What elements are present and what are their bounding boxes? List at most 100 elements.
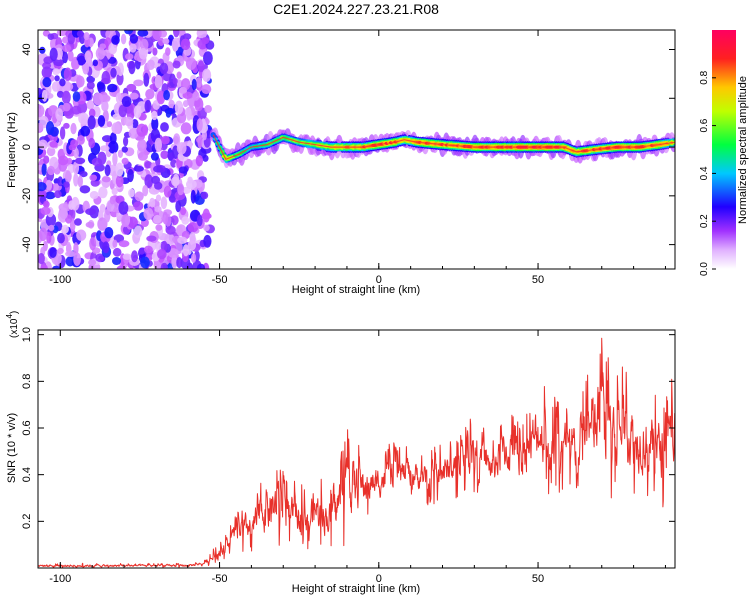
heatmap-cell (115, 162, 124, 177)
heatmap-cell (153, 165, 164, 173)
heatmap-cell (159, 62, 169, 75)
heatmap-cell (156, 90, 166, 105)
heatmap-cell (101, 176, 111, 183)
heatmap-cell (112, 239, 118, 248)
heatmap-cell (71, 105, 82, 115)
heatmap-cell (65, 256, 75, 267)
heatmap-cell (115, 92, 122, 104)
heatmap-cell (154, 181, 163, 190)
heatmap-cell (59, 78, 66, 87)
heatmap-cell (154, 137, 162, 152)
heatmap-cell (149, 197, 156, 208)
heatmap-cell (201, 37, 210, 45)
heatmap-cell (57, 247, 64, 255)
heatmap-cell (61, 90, 71, 104)
heatmap-cell (57, 176, 63, 187)
heatmap-cell (155, 224, 163, 231)
heatmap-cell (54, 190, 62, 199)
heatmap-cell (57, 232, 65, 244)
heatmap-cell (143, 72, 150, 87)
heatmap-cell (133, 79, 144, 87)
heatmap-cell (89, 237, 97, 251)
snr-x-axis-label: Height of straight line (km) (292, 583, 420, 595)
heatmap-cell (128, 188, 135, 198)
heatmap-cell (108, 140, 119, 154)
heatmap-cell (171, 176, 180, 187)
heatmap-cell (137, 30, 149, 37)
heatmap-cell (174, 100, 184, 115)
heatmap-cell (59, 126, 66, 140)
heatmap-cell (196, 263, 206, 269)
heatmap-cell (47, 165, 55, 176)
snr-y-tick-label: 1.0 (21, 327, 33, 342)
spectrogram-x-tick-label: -100 (49, 274, 71, 286)
heatmap-cell (99, 203, 106, 213)
heatmap-cell (52, 265, 61, 269)
heatmap-cell (66, 241, 72, 255)
heatmap-cell (82, 62, 90, 75)
heatmap-cell (38, 104, 45, 118)
snr-frame (37, 329, 676, 569)
heatmap-cell (118, 201, 129, 215)
heatmap-cell (56, 30, 68, 37)
heatmap-cell (112, 152, 118, 166)
heatmap-cell (172, 60, 181, 69)
heatmap-cell (70, 122, 77, 135)
snr-ticks: -100 -50 0 50 0.2 0.4 0.6 0.8 1.0 (21, 327, 675, 585)
heatmap-cell (202, 208, 211, 223)
heatmap-cell (146, 59, 155, 71)
heatmap-cell (76, 135, 85, 145)
colorbar-tick-label: 0.4 (699, 166, 710, 180)
heatmap-cell (63, 122, 70, 129)
heatmap-cell (75, 157, 86, 165)
heatmap-cell (87, 115, 96, 130)
heatmap-cell (137, 139, 147, 153)
heatmap-cell (160, 196, 168, 210)
heatmap-cell (67, 50, 74, 62)
heatmap-cell (144, 174, 153, 189)
snr-y-tick-label: 0.6 (21, 420, 33, 435)
heatmap-cell (176, 257, 183, 269)
heatmap-cell (195, 155, 204, 167)
heatmap-cell (201, 84, 212, 95)
heatmap-cell (61, 224, 69, 234)
heatmap-cell (143, 207, 154, 220)
heatmap-cell (123, 116, 134, 127)
heatmap-cell (163, 185, 172, 198)
heatmap-cell (100, 145, 110, 152)
heatmap-cell (112, 247, 122, 257)
heatmap-cell (109, 195, 116, 205)
heatmap-cell (42, 77, 52, 88)
colorbar-tick-label: 0.2 (699, 214, 710, 228)
heatmap-cell (152, 47, 158, 56)
heatmap-cell (43, 200, 50, 208)
heatmap-cell (129, 92, 139, 100)
heatmap-cell (76, 229, 87, 241)
snr-y-tick-label: 0.2 (21, 514, 33, 529)
heatmap-cell (142, 185, 149, 197)
heatmap-cell (154, 206, 162, 213)
heatmap-cell (118, 240, 130, 248)
heatmap-cell (145, 88, 155, 100)
heatmap-cell (41, 89, 48, 102)
snr-series-line (38, 337, 675, 568)
heatmap-cell (192, 91, 200, 101)
heatmap-cell (95, 47, 106, 60)
heatmap-cell (72, 161, 80, 175)
heatmap-cell (171, 37, 179, 52)
heatmap-cell (144, 161, 153, 169)
heatmap-cell (63, 67, 72, 81)
heatmap-cell (115, 175, 124, 188)
heatmap-cell (59, 207, 68, 220)
heatmap-cell (129, 43, 137, 53)
heatmap-cell (182, 91, 193, 100)
heatmap-cell (52, 68, 60, 76)
spectrogram-x-tick-label: 50 (532, 274, 544, 286)
heatmap-cell (68, 144, 77, 151)
colorbar-tick-label: 0.0 (699, 262, 710, 276)
heatmap-cell (39, 46, 46, 54)
heatmap-cell (102, 241, 110, 254)
spectrogram-frame (37, 29, 676, 270)
heatmap-cell (55, 108, 64, 121)
